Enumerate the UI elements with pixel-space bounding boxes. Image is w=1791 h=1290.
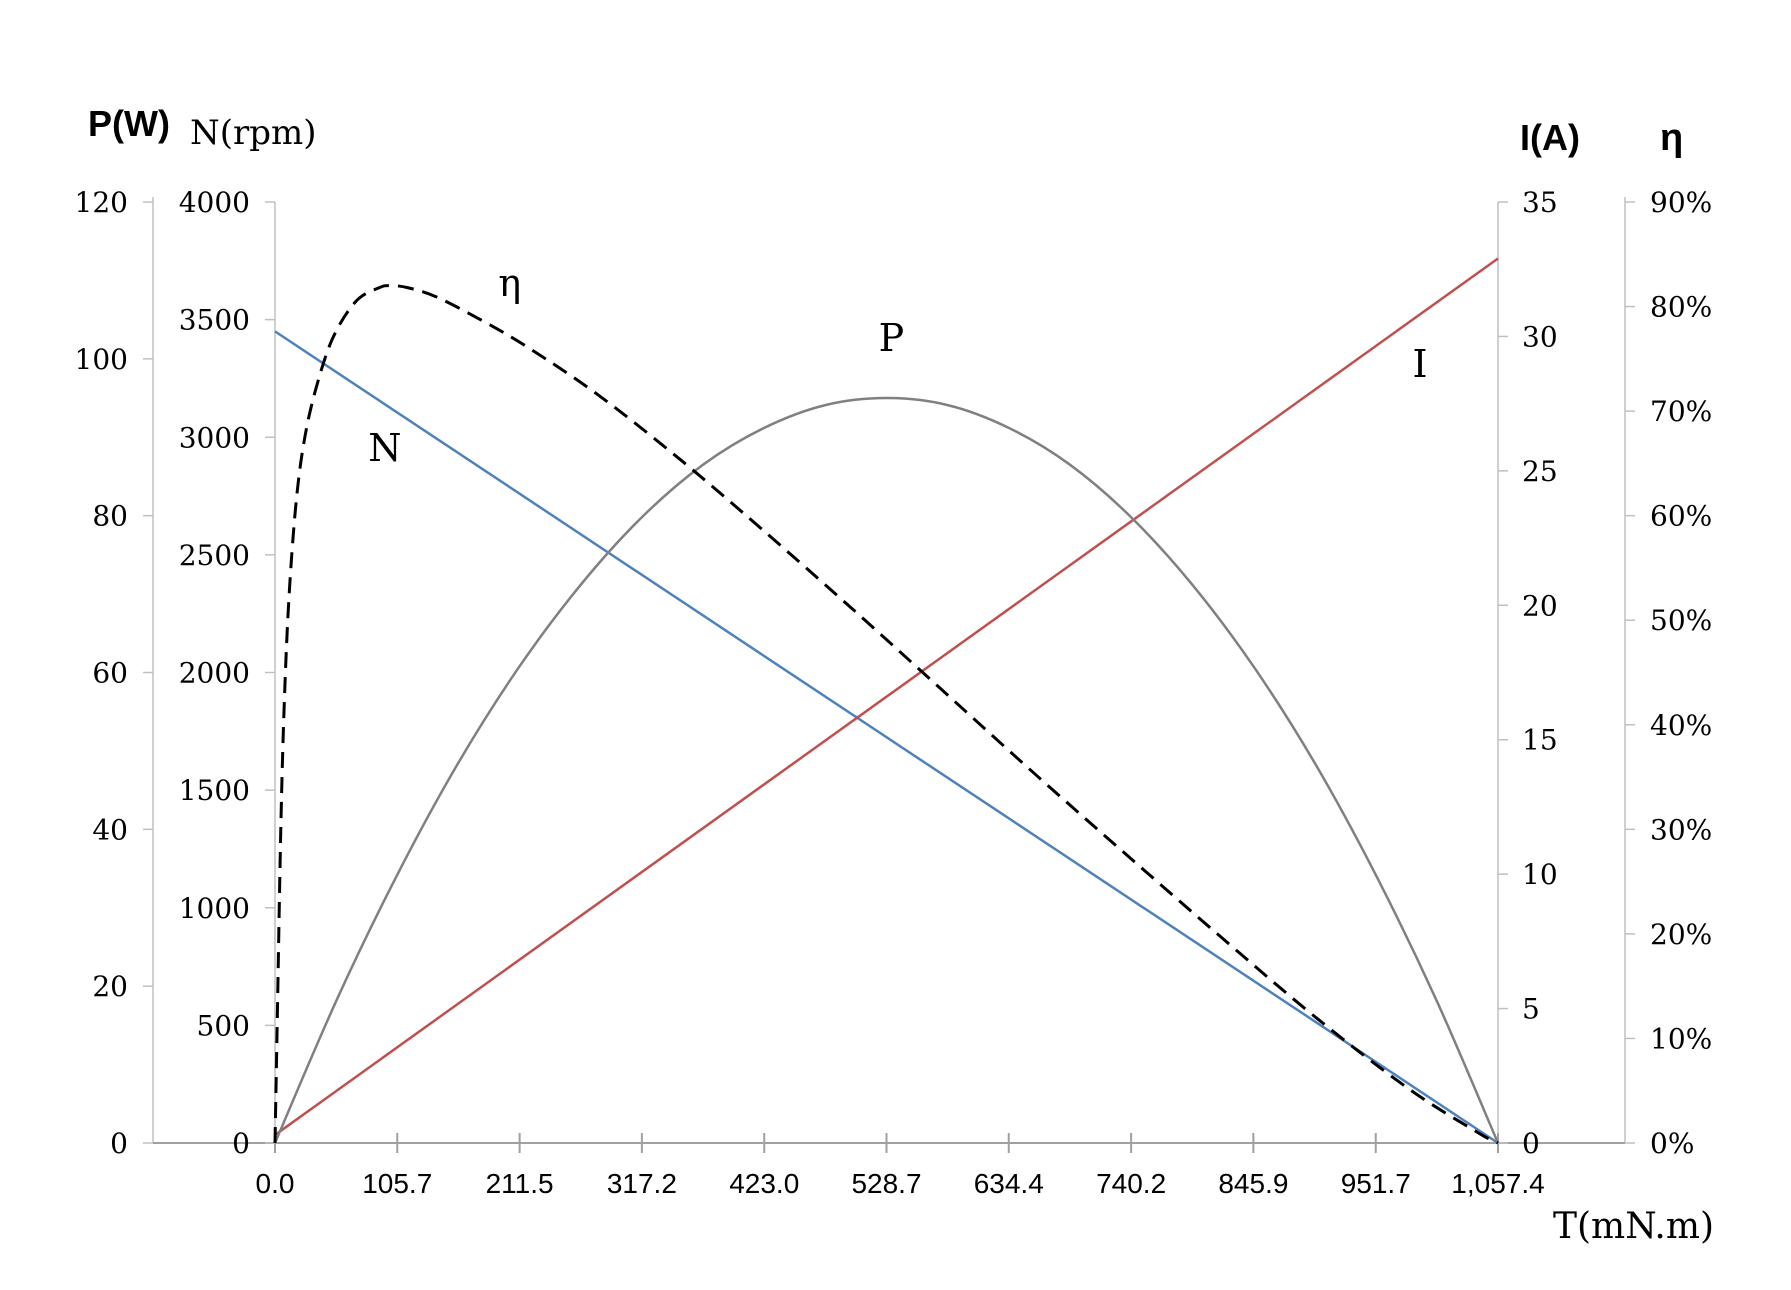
- speed-tick-label: 500: [197, 1009, 250, 1042]
- x-tick-label: 211.5: [486, 1168, 554, 1199]
- efficiency-tick-label: 10%: [1650, 1022, 1712, 1055]
- series-label-power: P: [879, 316, 905, 360]
- current-tick-label: 10: [1522, 858, 1558, 891]
- x-tick-label: 0.0: [256, 1168, 295, 1199]
- current-axis-ticks: 0 5 10 15 20 25 30 35: [1498, 186, 1558, 1160]
- efficiency-tick-label: 70%: [1650, 395, 1712, 428]
- speed-tick-label: 2000: [179, 657, 250, 690]
- current-tick-label: 30: [1522, 320, 1558, 353]
- efficiency-tick-label: 50%: [1650, 604, 1712, 637]
- efficiency-tick-label: 40%: [1650, 709, 1712, 742]
- power-tick-label: 100: [75, 343, 128, 376]
- efficiency-tick-label: 20%: [1650, 918, 1712, 951]
- x-tick-label: 634.4: [974, 1168, 1044, 1199]
- x-tick-label: 105.7: [362, 1168, 432, 1199]
- power-tick-label: 20: [92, 970, 128, 1003]
- current-tick-label: 35: [1522, 186, 1558, 219]
- x-tick-label: 951.7: [1341, 1168, 1411, 1199]
- current-axis-title: I(A): [1520, 117, 1580, 158]
- efficiency-tick-label: 60%: [1650, 500, 1712, 533]
- power-tick-label: 0: [110, 1127, 128, 1160]
- x-tick-label: 845.9: [1218, 1168, 1288, 1199]
- series-label-speed: N: [368, 426, 401, 470]
- efficiency-axis-title: η: [1660, 117, 1683, 159]
- x-axis-title: T(mN.m): [1553, 1206, 1714, 1247]
- current-tick-label: 0: [1522, 1127, 1540, 1160]
- speed-axis-ticks: 0 500 1000 1500 2000 2500 3000 3500 4000: [179, 186, 275, 1160]
- speed-tick-label: 0: [232, 1127, 250, 1160]
- x-axis-ticks: 0.0 105.7 211.5 317.2 423.0 528.7 634.4 740.2 84…: [256, 1133, 1545, 1199]
- efficiency-tick-label: 30%: [1650, 813, 1712, 846]
- current-tick-label: 15: [1522, 724, 1558, 757]
- speed-tick-label: 4000: [179, 186, 250, 219]
- x-tick-label: 423.0: [729, 1168, 799, 1199]
- speed-tick-label: 1500: [179, 774, 250, 807]
- x-tick-label: 1,057.4: [1451, 1168, 1544, 1199]
- current-tick-label: 20: [1522, 589, 1558, 622]
- x-tick-label: 317.2: [607, 1168, 677, 1199]
- power-tick-label: 80: [92, 500, 128, 533]
- power-tick-label: 120: [75, 186, 128, 219]
- speed-axis-title: N(rpm): [190, 113, 317, 153]
- power-axis-title: P(W): [88, 103, 170, 144]
- series-label-current: I: [1413, 342, 1428, 386]
- series-annotations: Nη P I: [368, 261, 1427, 470]
- speed-tick-label: 1000: [179, 892, 250, 925]
- series-line-speed: [274, 330, 1499, 1145]
- current-tick-label: 5: [1522, 993, 1540, 1026]
- series-label-efficiency: η: [498, 261, 521, 305]
- series-line-current: [274, 257, 1499, 1136]
- x-tick-label: 528.7: [851, 1168, 921, 1199]
- speed-tick-label: 2500: [179, 539, 250, 572]
- speed-tick-label: 3000: [179, 421, 250, 454]
- plot-series: [273, 257, 1500, 1145]
- series-line-efficiency: [273, 284, 1499, 1145]
- power-axis-ticks: 0 20 40 60 80 100 120: [75, 186, 153, 1160]
- current-tick-label: 25: [1522, 455, 1558, 488]
- series-line-power: [273, 396, 1500, 1144]
- efficiency-axis-ticks: 0% 10% 20% 30% 40% 50% 60% 70% 80% 90%: [1625, 186, 1712, 1160]
- efficiency-tick-label: 90%: [1650, 186, 1712, 219]
- x-tick-label: 740.2: [1096, 1168, 1166, 1199]
- efficiency-tick-label: 80%: [1650, 291, 1712, 324]
- efficiency-tick-label: 0%: [1650, 1127, 1694, 1160]
- power-tick-label: 60: [92, 657, 128, 690]
- power-tick-label: 40: [92, 813, 128, 846]
- speed-tick-label: 3500: [179, 304, 250, 337]
